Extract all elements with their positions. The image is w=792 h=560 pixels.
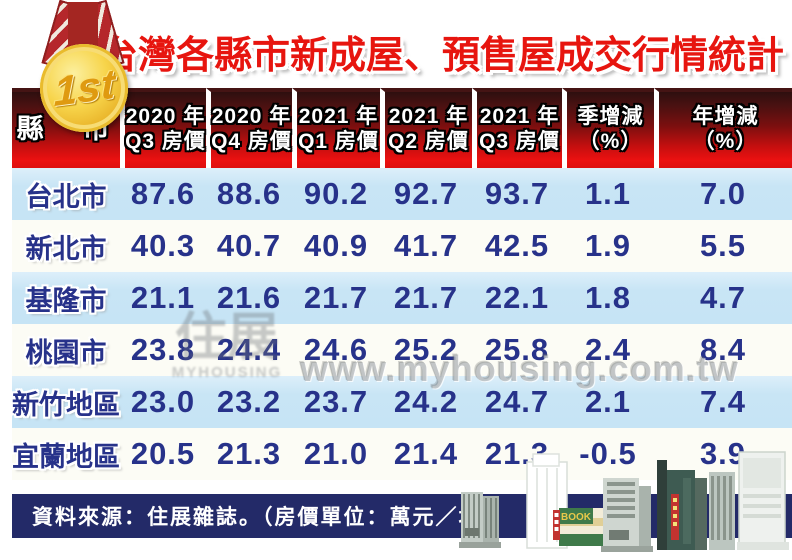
- value-cell: 23.0: [130, 384, 196, 419]
- first-place-medal-icon: 1st: [28, 0, 140, 136]
- value-cell: 25.8: [484, 332, 550, 367]
- value-cell: 2.1: [584, 384, 632, 419]
- value-cell: 24.6: [303, 332, 369, 367]
- value-cell: 21.0: [303, 436, 369, 471]
- table-row: 新竹地區 23.0 23.2 23.7 24.2 24.7 2.1 7.4: [12, 376, 792, 428]
- value-cell: 25.2: [393, 332, 459, 367]
- value-cell: 22.1: [484, 280, 550, 315]
- value-cell: 92.7: [393, 176, 459, 211]
- value-cell: 20.5: [130, 436, 196, 471]
- source-note: 資料來源：住展雜誌。（房價單位：萬元／坪）: [32, 506, 505, 529]
- value-cell: 1.9: [584, 228, 632, 263]
- value-cell: 21.3: [216, 436, 282, 471]
- column-header-3: 2021 年 Q1 房價: [292, 88, 380, 168]
- stats-table-container: 縣 市 2020 年 Q3 房價 2020 年 Q4 房價 2021 年 Q1 房價 2021…: [12, 88, 792, 480]
- value-cell: 42.5: [484, 228, 550, 263]
- medal-circle: 1st: [40, 44, 128, 132]
- column-header-5: 2021 年 Q3 房價: [472, 88, 562, 168]
- page-title: 北台灣各縣市新成屋、預售屋成交行情統計: [62, 35, 785, 77]
- value-cell: 41.7: [393, 228, 459, 263]
- value-cell: 24.4: [216, 332, 282, 367]
- value-cell: 24.2: [393, 384, 459, 419]
- value-cell: 21.7: [393, 280, 459, 315]
- table-row: 新北市 40.3 40.7 40.9 41.7 42.5 1.9 5.5: [12, 220, 792, 272]
- table-row: 桃園市 23.8 24.4 24.6 25.2 25.8 2.4 8.4: [12, 324, 792, 376]
- value-cell: 40.3: [130, 228, 196, 263]
- table-row: 台北市 87.6 88.6 90.2 92.7 93.7 1.1 7.0: [12, 168, 792, 220]
- value-cell: 90.2: [303, 176, 369, 211]
- value-cell: 8.4: [699, 332, 747, 367]
- column-header-4: 2021 年 Q2 房價: [380, 88, 472, 168]
- column-header-7: 年增減 （%）: [654, 88, 792, 168]
- column-header-2: 2020 年 Q4 房價: [206, 88, 292, 168]
- value-cell: 24.7: [484, 384, 550, 419]
- value-cell: 23.2: [216, 384, 282, 419]
- value-cell: 5.5: [699, 228, 747, 263]
- value-cell: 1.8: [584, 280, 632, 315]
- value-cell: 21.6: [216, 280, 282, 315]
- region-name: 新竹地區: [12, 389, 120, 420]
- value-cell: 21.7: [303, 280, 369, 315]
- value-cell: 93.7: [484, 176, 550, 211]
- region-name: 台北市: [25, 181, 107, 212]
- medal-rank-label: 1st: [53, 60, 115, 116]
- value-cell: 3.9: [699, 436, 747, 471]
- value-cell: 40.9: [303, 228, 369, 263]
- value-cell: 21.3: [484, 436, 550, 471]
- value-cell: 21.1: [130, 280, 196, 315]
- value-cell: 23.8: [130, 332, 196, 367]
- value-cell: 23.7: [303, 384, 369, 419]
- value-cell: 7.0: [699, 176, 747, 211]
- region-name: 宜蘭地區: [12, 441, 120, 472]
- region-name: 新北市: [25, 233, 107, 264]
- housing-price-table: 縣 市 2020 年 Q3 房價 2020 年 Q4 房價 2021 年 Q1 房價 2021…: [12, 88, 792, 480]
- value-cell: 40.7: [216, 228, 282, 263]
- footer-source-bar: 資料來源：住展雜誌。（房價單位：萬元／坪）: [12, 494, 792, 538]
- value-cell: 4.7: [699, 280, 747, 315]
- table-row: 宜蘭地區 20.5 21.3 21.0 21.4 21.3 -0.5 3.9: [12, 428, 792, 480]
- value-cell: 87.6: [130, 176, 196, 211]
- table-row: 基隆市 21.1 21.6 21.7 21.7 22.1 1.8 4.7: [12, 272, 792, 324]
- value-cell: 2.4: [584, 332, 632, 367]
- column-header-1: 2020 年 Q3 房價: [120, 88, 206, 168]
- region-name: 基隆市: [25, 285, 107, 316]
- value-cell: 7.4: [699, 384, 747, 419]
- column-header-6: 季增減 （%）: [562, 88, 654, 168]
- value-cell: 1.1: [584, 176, 632, 211]
- table-body: 台北市 87.6 88.6 90.2 92.7 93.7 1.1 7.0 新北市 40.3 40.7…: [12, 168, 792, 480]
- value-cell: 88.6: [216, 176, 282, 211]
- region-name: 桃園市: [25, 337, 107, 368]
- value-cell: -0.5: [579, 436, 637, 471]
- value-cell: 21.4: [393, 436, 459, 471]
